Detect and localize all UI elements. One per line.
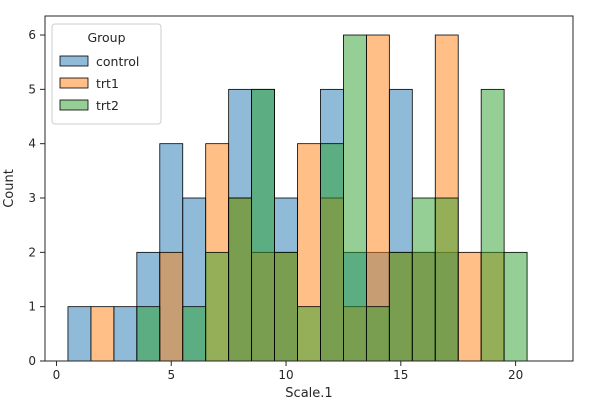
y-tick-label: 4 (28, 137, 36, 151)
histogram-bars (67, 34, 528, 362)
legend: Group control trt1 trt2 (51, 23, 162, 125)
bar-trt2-bin-18 (480, 88, 505, 362)
y-tick-label: 3 (28, 191, 36, 205)
legend-title: Group (87, 30, 125, 45)
bar-trt2-bin-5 (182, 306, 207, 362)
legend-swatch-trt1 (59, 77, 89, 89)
x-tick-label: 15 (393, 368, 408, 382)
legend-items: control trt1 trt2 (59, 54, 139, 113)
bar-trt2-bin-6 (205, 251, 230, 362)
bar-trt2-bin-12 (343, 34, 367, 362)
legend-label-control: control (96, 54, 139, 69)
plot-frame (44, 15, 574, 362)
y-tick-label: 6 (28, 28, 36, 42)
x-tick-label: 0 (53, 368, 61, 382)
x-tick-label: 20 (508, 368, 523, 382)
y-tick-label: 1 (28, 300, 36, 314)
y-axis-label: Count (2, 169, 17, 208)
legend-swatch-control (59, 55, 89, 67)
y-axis: 0 1 2 3 4 5 6 (28, 28, 45, 368)
legend-swatch-trt2 (59, 99, 89, 111)
bar-trt2-bin-9 (274, 251, 298, 362)
y-tick-label: 5 (28, 82, 36, 96)
bar-trt2-bin-7 (228, 197, 253, 362)
x-axis-label: Scale.1 (285, 386, 332, 401)
bar-trt1-bin-1 (90, 306, 115, 362)
bar-trt2-bin-11 (320, 143, 344, 362)
legend-label-trt1: trt1 (96, 76, 119, 91)
legend-box (51, 23, 162, 125)
bar-trt2-bin-15 (411, 197, 436, 362)
bar-trt2-bin-3 (136, 306, 161, 362)
bar-trt2-bin-16 (434, 197, 459, 362)
y-tick-label: 0 (28, 354, 36, 368)
x-tick-label: 10 (278, 368, 293, 382)
bar-trt1-bin-17 (457, 251, 482, 362)
bar-trt2-bin-10 (297, 306, 321, 362)
x-axis: 0 5 10 15 20 (53, 361, 523, 382)
x-tick-label: 5 (167, 368, 175, 382)
bar-control-bin-2 (113, 306, 138, 362)
bar-trt2-bin-19 (503, 251, 528, 362)
bar-trt2-bin-13 (365, 306, 390, 362)
bar-control-bin-0 (67, 306, 92, 362)
bar-trt2-bin-8 (251, 88, 275, 362)
bar-trt1-bin-4 (159, 251, 184, 362)
bar-trt2-bin-14 (388, 251, 413, 362)
legend-label-trt2: trt2 (96, 98, 119, 113)
y-tick-label: 2 (28, 245, 36, 259)
